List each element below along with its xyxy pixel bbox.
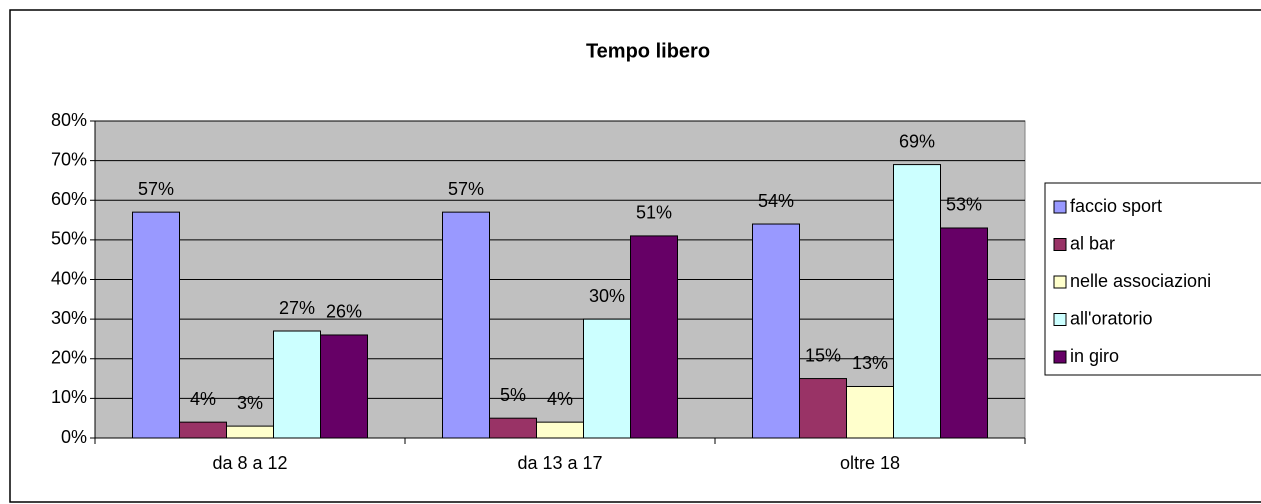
legend-label: in giro	[1070, 346, 1119, 366]
value-label: 4%	[547, 389, 573, 409]
y-tick-label: 40%	[51, 268, 87, 288]
value-label: 30%	[589, 286, 625, 306]
legend-swatch	[1053, 350, 1067, 364]
y-tick-label: 10%	[51, 387, 87, 407]
chart-title: Tempo libero	[586, 40, 710, 62]
bar	[846, 385, 894, 439]
legend-swatch	[1053, 313, 1067, 326]
bar	[583, 318, 631, 439]
legend-swatch	[1053, 238, 1067, 251]
x-tick-label: da 8 a 12	[212, 453, 287, 473]
value-label: 15%	[805, 345, 841, 365]
bar	[630, 235, 678, 439]
value-label: 51%	[636, 203, 672, 223]
value-label: 53%	[946, 195, 982, 215]
bar	[273, 330, 321, 439]
y-tick-label: 20%	[51, 348, 87, 368]
bar	[442, 211, 490, 439]
x-tick-label: da 13 a 17	[517, 453, 602, 473]
bar	[752, 223, 800, 439]
legend-swatch	[1053, 200, 1067, 214]
legend-label: faccio sport	[1070, 196, 1162, 216]
y-tick-label: 30%	[51, 308, 87, 328]
value-label: 3%	[237, 393, 263, 413]
value-label: 57%	[138, 179, 174, 199]
value-label: 54%	[758, 191, 794, 211]
bar	[536, 421, 584, 439]
bar	[179, 421, 227, 439]
legend-label: nelle associazioni	[1070, 271, 1211, 291]
y-tick-label: 50%	[51, 229, 87, 249]
value-label: 26%	[326, 302, 362, 322]
bar	[940, 227, 988, 439]
legend-label: all'oratorio	[1070, 308, 1152, 328]
bar	[226, 425, 274, 439]
value-label: 57%	[448, 179, 484, 199]
y-tick-label: 0%	[61, 427, 87, 447]
value-label: 13%	[852, 353, 888, 373]
bar	[893, 164, 941, 439]
bar	[320, 334, 368, 439]
bar	[799, 378, 847, 439]
bar	[132, 211, 180, 439]
legend-label: al bar	[1070, 233, 1115, 253]
y-tick-label: 80%	[51, 110, 87, 130]
legend-box	[1044, 182, 1261, 376]
y-tick-label: 60%	[51, 189, 87, 209]
bar	[489, 417, 537, 439]
value-label: 5%	[500, 385, 526, 405]
y-tick-label: 70%	[51, 149, 87, 169]
value-label: 27%	[279, 298, 315, 318]
value-label: 4%	[190, 389, 216, 409]
value-label: 69%	[899, 131, 935, 151]
x-tick-label: oltre 18	[840, 453, 900, 473]
legend-swatch	[1053, 275, 1067, 289]
